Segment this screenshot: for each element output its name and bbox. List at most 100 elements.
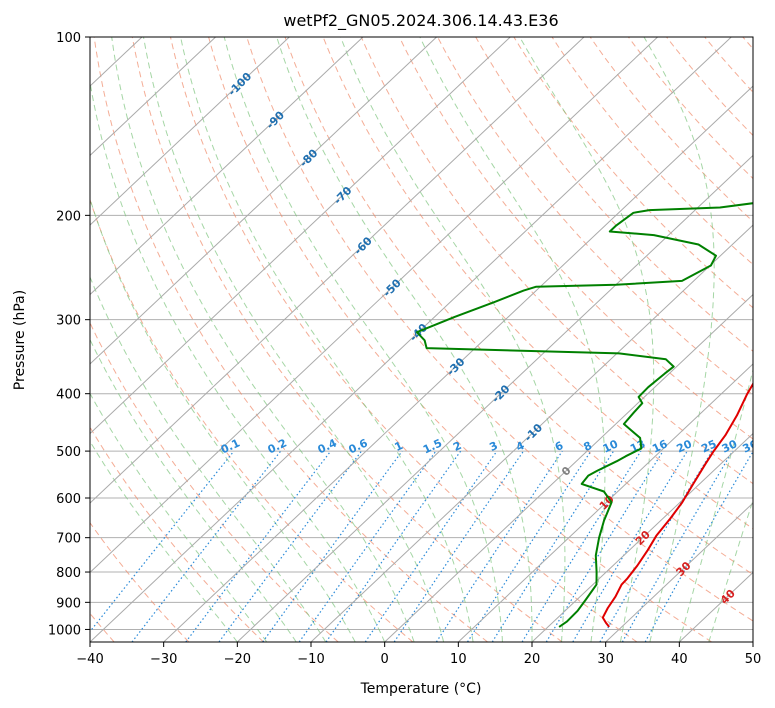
moist-adiabat-line — [678, 367, 753, 642]
dry-adiabat-line — [360, 37, 753, 485]
dry-adiabat-line — [398, 37, 753, 440]
mixing-ratio-line — [491, 450, 615, 642]
isotherm-line — [90, 37, 290, 226]
moist-adiabat-line — [643, 37, 715, 642]
mixing-ratio-line — [262, 450, 403, 642]
isotherm-line — [678, 571, 753, 642]
isotherm-line — [236, 154, 753, 642]
dry-adiabat-line — [551, 37, 753, 266]
mixing-ratio-line — [325, 450, 462, 642]
mixing-ratio-line — [466, 450, 592, 642]
isotherm-line — [90, 37, 437, 365]
mixing-ratio-labels: 0.1 0.2 0.4 0.6 1 1.5 2 3 4 6 8 10 13 16 20 25 30 36 — [219, 436, 761, 456]
moist-adiabat-line — [90, 392, 268, 642]
x-tick-label: 20 — [524, 652, 541, 667]
mixing-ratio-line — [435, 450, 563, 642]
dry-adiabat-line — [437, 37, 753, 396]
mixing-ratio-label: 10 — [601, 437, 621, 455]
mixing-ratio-label: 1 — [393, 439, 405, 454]
x-tick-label: 50 — [745, 652, 762, 667]
dry-adiabat-line — [666, 37, 753, 137]
dry-adiabat-line — [93, 37, 488, 642]
mixing-ratio-lines — [90, 450, 753, 642]
dry-adiabat-line — [322, 37, 753, 530]
y-tick-label: 500 — [56, 445, 81, 460]
mixing-ratio-label: 0.1 — [219, 436, 242, 456]
mixing-ratio-line — [298, 450, 437, 642]
isotherm-labels: -100-90-80-70-60-50-40-30-20-100 — [226, 70, 574, 479]
moist-adiabat-line — [90, 440, 238, 642]
mixing-ratio-label: 0.6 — [347, 436, 370, 456]
mixing-ratio-line — [364, 450, 498, 642]
x-tick-label: −30 — [150, 652, 177, 667]
y-tick-label: 100 — [56, 31, 81, 46]
moist-adiabat-line — [276, 37, 533, 642]
isotherm-line — [605, 502, 753, 642]
plot-frame — [89, 36, 754, 643]
x-tick-label: −20 — [224, 652, 251, 667]
moist-adiabat-line — [90, 338, 297, 642]
plot-area: -100-90-80-70-60-50-40-30-20-100 0.1 0.2 0… — [0, 37, 761, 642]
y-axis-label: Pressure (hPa) — [12, 290, 28, 390]
isotherm-line — [163, 85, 753, 642]
x-tick-label: 10 — [450, 652, 467, 667]
x-tick-label: −10 — [297, 652, 324, 667]
dry-adiabat-line — [627, 37, 753, 180]
moist-adiabat-line — [143, 37, 445, 642]
mixing-ratio-label: 1.5 — [421, 436, 444, 456]
mixing-ratio-label: 3 — [487, 439, 499, 454]
dry-adiabat-line — [90, 426, 264, 642]
dry-adiabat-line — [513, 37, 753, 309]
mixing-ratio-label: 16 — [650, 437, 670, 455]
dry-adiabat-line — [742, 37, 753, 50]
mixing-ratio-line — [545, 450, 664, 642]
moist-adiabat-line — [180, 37, 474, 642]
isotherm-line — [0, 37, 68, 642]
dry-adiabat-line — [90, 521, 190, 642]
temperature-profile-line — [601, 382, 753, 628]
dry-adiabat-line — [589, 37, 753, 223]
x-tick-label: 30 — [597, 652, 614, 667]
dry-adiabat-line — [704, 37, 753, 93]
sounding-profiles — [415, 202, 753, 628]
x-tick-label: 40 — [671, 652, 688, 667]
x-axis-ticks: −40 −30 −20 −10 0 10 20 30 40 50 — [76, 642, 761, 667]
isotherms — [0, 37, 753, 642]
dry-adiabat-line — [246, 37, 753, 622]
dry-adiabat-line — [131, 37, 563, 642]
isotherm-line — [90, 37, 732, 642]
dry-adiabats — [90, 37, 753, 642]
isotherm-line — [90, 37, 216, 157]
mixing-ratio-label: 13 — [628, 437, 647, 455]
mixing-ratio-label: 25 — [699, 437, 718, 455]
y-tick-label: 600 — [56, 492, 81, 507]
mixing-ratio-line — [393, 450, 524, 642]
y-tick-label: 300 — [56, 314, 81, 329]
mixing-ratio-label: 20 — [675, 437, 695, 455]
moist-adiabat-line — [519, 37, 655, 642]
moist-adiabats — [90, 37, 753, 642]
y-axis-ticks: 1000 900 800 700 600 500 400 300 200 100 — [48, 31, 90, 638]
isotherm-line — [90, 37, 511, 435]
y-tick-label: 1000 — [48, 623, 81, 638]
dry-adiabat-line — [90, 198, 414, 642]
y-tick-label: 200 — [56, 209, 81, 224]
mixing-ratio-label: 30 — [720, 437, 740, 455]
dewpoint-profile-line — [415, 202, 753, 628]
y-tick-label: 800 — [56, 566, 81, 581]
mixing-ratio-line — [90, 450, 235, 633]
dry-adiabat-line — [208, 37, 712, 642]
isotherm-line — [90, 37, 364, 296]
isotherm-line — [457, 363, 753, 642]
dry-adiabat-line — [170, 37, 638, 642]
mixing-ratio-label: 2 — [451, 439, 463, 454]
mixing-ratio-label: 4 — [514, 439, 527, 454]
x-axis-label: Temperature (°C) — [360, 681, 482, 697]
y-tick-label: 400 — [56, 388, 81, 403]
moist-adiabat-line — [90, 275, 327, 642]
isotherm-line — [384, 293, 753, 642]
chart-title: wetPf2_GN05.2024.306.14.43.E36 — [283, 11, 558, 31]
isotherm-line — [90, 37, 585, 504]
mixing-ratio-label: 36 — [741, 437, 761, 455]
